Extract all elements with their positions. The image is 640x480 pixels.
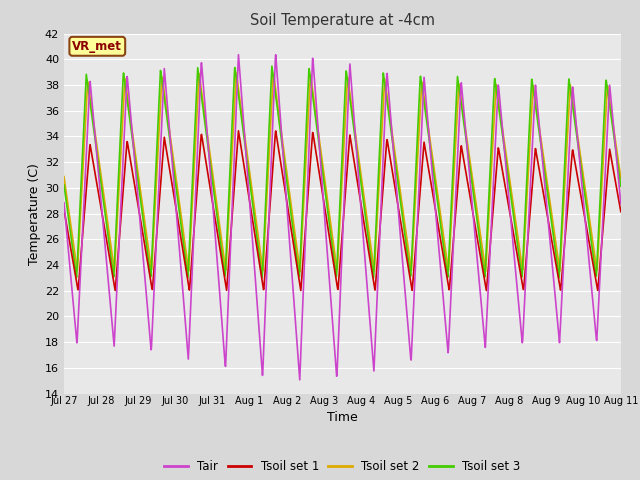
Legend: Tair, Tsoil set 1, Tsoil set 2, Tsoil set 3: Tair, Tsoil set 1, Tsoil set 2, Tsoil se… xyxy=(159,456,525,478)
X-axis label: Time: Time xyxy=(327,410,358,423)
Text: VR_met: VR_met xyxy=(72,40,122,53)
Title: Soil Temperature at -4cm: Soil Temperature at -4cm xyxy=(250,13,435,28)
Y-axis label: Temperature (C): Temperature (C) xyxy=(28,163,41,264)
